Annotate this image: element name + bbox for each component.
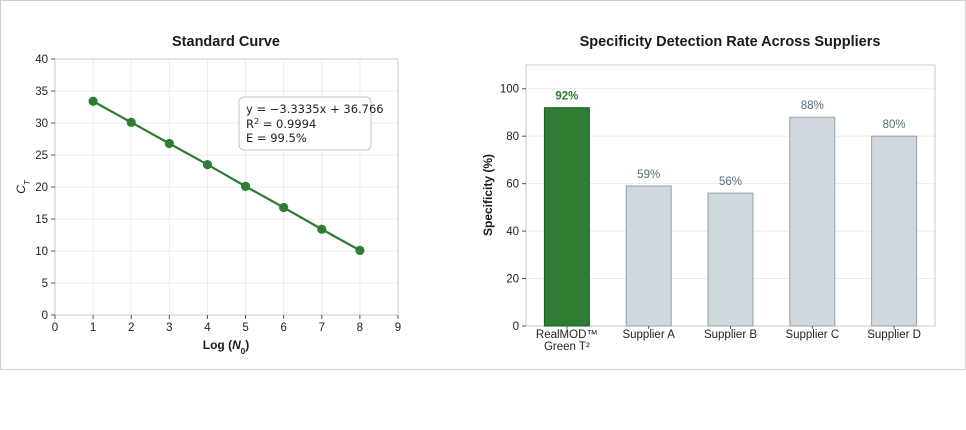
specificity-category-label: Supplier D: [867, 329, 921, 341]
annotation-equation: y = −3.3335x + 36.766: [246, 102, 384, 116]
standard-curve-point: [126, 117, 136, 127]
x-tick-label: 3: [166, 322, 172, 334]
standard-curve-x-ticks: 0 1 2 3 4 5 6 7 8 9: [52, 315, 401, 334]
y-tick-label: 0: [513, 321, 519, 333]
y-tick-label: 10: [35, 246, 48, 258]
y-tick-label: 20: [506, 274, 519, 286]
y-label-main: C: [14, 185, 28, 194]
specificity-bar: [543, 107, 590, 327]
standard-curve-fit-line: [92, 100, 361, 252]
specificity-bar: [625, 185, 672, 327]
x-label-var: N: [232, 338, 241, 352]
specificity-chart: Specificity Detection Rate Across Suppli…: [481, 34, 936, 353]
x-label-sub: 0: [241, 347, 246, 356]
y-tick-label: 100: [500, 84, 519, 96]
specificity-category-label: RealMOD™: [536, 329, 598, 341]
specificity-bars: [543, 107, 918, 327]
x-tick-label: 0: [52, 322, 58, 334]
y-tick-label: 80: [506, 131, 519, 143]
standard-curve-points: [88, 96, 365, 255]
x-label-main: Log (: [203, 338, 232, 352]
specificity-bar: [871, 135, 918, 327]
specificity-y-label: Specificity (%): [481, 154, 495, 236]
annotation-efficiency: E = 99.5%: [246, 131, 307, 145]
specificity-category-label: Green T²: [544, 341, 590, 353]
standard-curve-y-ticks: 0 5 10 15 20 25 30 35 40: [35, 54, 55, 322]
y-tick-label: 40: [35, 54, 48, 66]
x-tick-label: 5: [242, 322, 248, 334]
specificity-value-label: 80%: [883, 119, 906, 131]
specificity-bar: [707, 192, 754, 327]
standard-curve-point: [240, 181, 251, 191]
annotation-r2-sup: 2: [254, 117, 259, 126]
y-tick-label: 25: [35, 150, 48, 162]
specificity-value-label: 56%: [719, 176, 742, 188]
specificity-value-label: 59%: [637, 169, 660, 181]
standard-curve-point: [202, 160, 213, 170]
x-tick-label: 2: [128, 322, 134, 334]
x-tick-label: 6: [280, 322, 286, 334]
x-tick-label: 9: [395, 322, 401, 334]
specificity-bar: [789, 116, 836, 327]
standard-curve-title: Standard Curve: [172, 34, 280, 50]
standard-curve-y-label: CT: [14, 179, 32, 194]
x-tick-label: 4: [204, 322, 211, 334]
standard-curve-point: [279, 202, 289, 213]
annotation-r2-label: R: [246, 117, 254, 131]
annotation-box-frame: [238, 96, 372, 151]
standard-curve-annotation-box: y = −3.3335x + 36.766 R2 = 0.9994 E = 99…: [238, 96, 384, 151]
specificity-value-labels: 92% 59% 56% 88% 80%: [555, 91, 905, 188]
y-tick-label: 60: [506, 179, 519, 191]
y-tick-label: 20: [35, 182, 48, 194]
standard-curve-point: [88, 96, 98, 106]
specificity-value-label: 88%: [801, 100, 824, 112]
y-tick-label: 5: [42, 278, 48, 290]
y-tick-label: 40: [506, 226, 519, 238]
specificity-category-label: Supplier C: [785, 329, 839, 341]
y-label-sub: T: [23, 179, 32, 185]
specificity-category-label: Supplier B: [704, 329, 757, 341]
specificity-value-label: 92%: [555, 91, 578, 103]
annotation-r2-value: = 0.9994: [259, 117, 316, 131]
specificity-chart-title: Specificity Detection Rate Across Suppli…: [580, 34, 881, 50]
x-tick-label: 7: [319, 322, 325, 334]
specificity-category-label: Supplier A: [622, 329, 675, 341]
annotation-r2: R2 = 0.9994: [246, 117, 316, 132]
standard-curve-x-label: Log (N0): [203, 338, 249, 356]
y-tick-label: 0: [42, 310, 48, 322]
x-label-end: ): [245, 338, 249, 352]
standard-curve-point: [164, 138, 174, 149]
standard-curve-point: [355, 245, 365, 255]
y-tick-label: 30: [35, 118, 48, 130]
specificity-y-ticks: 0 20 40 60 80 100: [500, 84, 526, 333]
standard-curve-point: [317, 224, 327, 234]
y-tick-label: 35: [35, 86, 48, 98]
y-tick-label: 15: [35, 214, 48, 226]
x-tick-label: 1: [90, 322, 96, 334]
x-tick-label: 8: [357, 322, 363, 334]
